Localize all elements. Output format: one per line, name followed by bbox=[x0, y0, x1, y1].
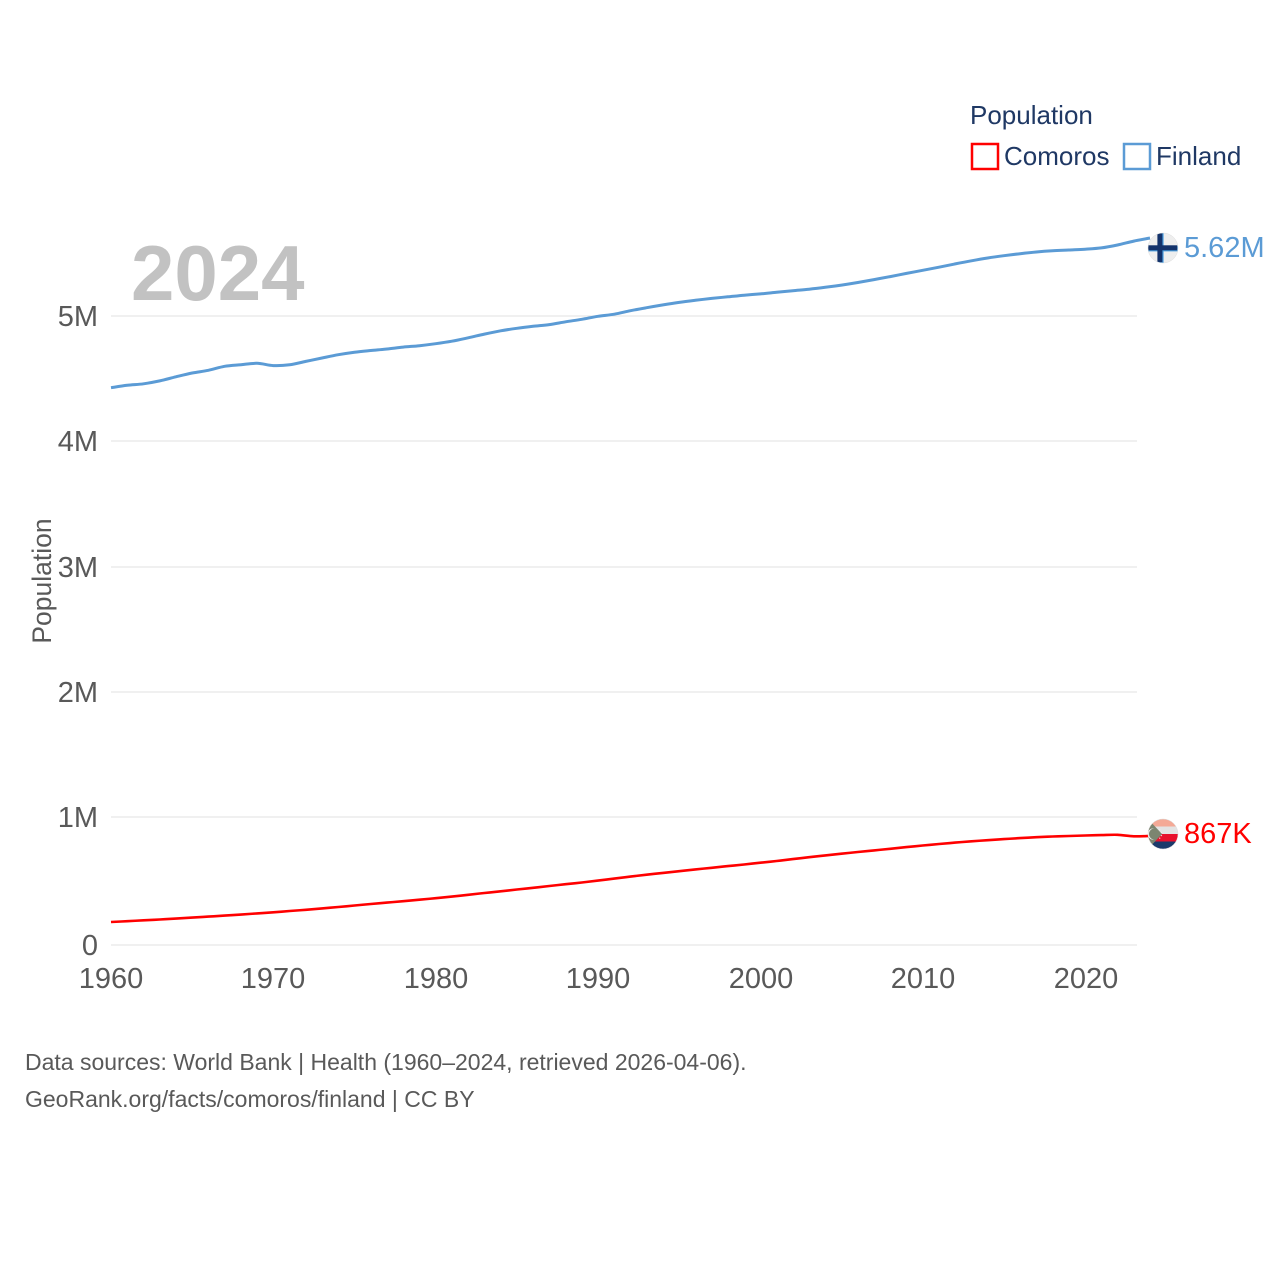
svg-text:Data sources: World Bank | Hea: Data sources: World Bank | Health (1960–… bbox=[25, 1049, 747, 1075]
svg-text:0: 0 bbox=[82, 930, 98, 962]
svg-text:3M: 3M bbox=[58, 552, 98, 584]
svg-text:2M: 2M bbox=[58, 677, 98, 709]
svg-text:867K: 867K bbox=[1184, 818, 1252, 850]
svg-text:2020: 2020 bbox=[1054, 963, 1119, 995]
svg-text:Population: Population bbox=[970, 100, 1093, 130]
svg-text:5.62M: 5.62M bbox=[1184, 232, 1265, 264]
svg-text:GeoRank.org/facts/comoros/finl: GeoRank.org/facts/comoros/finland | CC B… bbox=[25, 1086, 475, 1112]
svg-text:1990: 1990 bbox=[566, 963, 631, 995]
svg-text:Comoros: Comoros bbox=[1004, 141, 1109, 171]
svg-text:2000: 2000 bbox=[729, 963, 794, 995]
svg-text:1970: 1970 bbox=[241, 963, 306, 995]
svg-text:4M: 4M bbox=[58, 426, 98, 458]
svg-text:1960: 1960 bbox=[79, 963, 144, 995]
svg-text:1980: 1980 bbox=[404, 963, 469, 995]
svg-text:Finland: Finland bbox=[1156, 141, 1241, 171]
svg-text:5M: 5M bbox=[58, 301, 98, 333]
svg-text:2024: 2024 bbox=[131, 229, 305, 317]
svg-text:Population: Population bbox=[27, 518, 57, 643]
svg-text:1M: 1M bbox=[58, 802, 98, 834]
svg-text:2010: 2010 bbox=[891, 963, 956, 995]
